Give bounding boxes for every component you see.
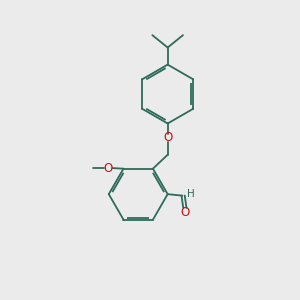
Text: O: O	[163, 131, 172, 144]
Text: O: O	[180, 206, 189, 219]
Text: H: H	[187, 189, 194, 199]
Text: O: O	[103, 162, 113, 175]
